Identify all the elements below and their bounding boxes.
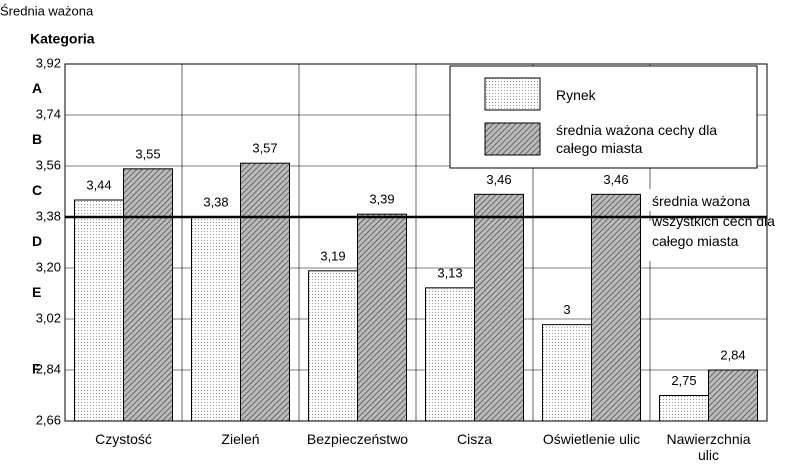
- data-label: 3,39: [369, 192, 394, 207]
- bar: [708, 369, 758, 422]
- data-label: 3,46: [486, 172, 511, 187]
- data-label: 3,44: [86, 177, 111, 192]
- annotation-bg: [648, 221, 766, 261]
- data-label: 2,84: [720, 347, 745, 362]
- data-label: 3,57: [252, 141, 277, 156]
- data-label: 2,75: [671, 373, 696, 388]
- bar: [308, 270, 358, 422]
- x-tick-label: Cisza: [456, 431, 492, 447]
- y-tick-label: 2,66: [36, 412, 61, 427]
- category-tick-label: E: [32, 284, 41, 300]
- x-tick-label: Czystość: [95, 431, 152, 447]
- data-label: 3,38: [203, 194, 228, 209]
- plot-frame: [64, 63, 768, 422]
- x-tick-label: Nawierzchnia ulic: [666, 431, 751, 463]
- x-tick-label: Bezpieczeństwo: [306, 431, 409, 447]
- category-axis-label: Kategoria: [30, 31, 95, 47]
- data-label: 3,46: [603, 172, 628, 187]
- bar: [357, 213, 407, 422]
- legend-swatch: [484, 122, 541, 156]
- y-tick-label: 3,56: [36, 157, 61, 172]
- y-tick-label: 3,20: [36, 259, 61, 274]
- data-label: 3,55: [135, 146, 160, 161]
- legend-label: Rynek: [556, 87, 596, 103]
- y-tick-label: 3,92: [36, 55, 61, 70]
- x-tick-label: Zieleń: [221, 431, 260, 447]
- reference-label: średnia ważona wszystkich cech dla całeg…: [652, 193, 775, 249]
- bar: [240, 162, 290, 422]
- legend-label: średnia ważona cechy dla całego miasta: [556, 122, 718, 156]
- category-tick-label: A: [32, 80, 42, 96]
- annotation-bg: [648, 189, 766, 211]
- data-label: 3,13: [437, 265, 462, 280]
- category-tick-label: D: [32, 233, 42, 249]
- y-tick-label: 3,74: [36, 106, 61, 121]
- y-axis-label: Średnia ważona: [0, 3, 94, 18]
- bar: [191, 216, 241, 422]
- y-tick-label: 2,84: [36, 361, 61, 376]
- bar: [123, 168, 173, 422]
- category-tick-label: B: [32, 131, 42, 147]
- category-tick-label: F: [32, 361, 41, 377]
- category-tick-label: C: [32, 182, 42, 198]
- bar: [474, 193, 524, 422]
- bar: [425, 287, 475, 422]
- bar: [659, 395, 709, 422]
- y-tick-label: 3,38: [36, 208, 61, 223]
- legend-swatch: [484, 77, 541, 111]
- bar: [542, 324, 592, 422]
- bar: [74, 199, 124, 422]
- data-label: 3: [563, 302, 570, 317]
- bar: [591, 193, 641, 422]
- data-label: 3,19: [320, 248, 345, 263]
- x-tick-label: Oświetlenie ulic: [542, 431, 641, 447]
- y-tick-label: 3,02: [36, 310, 61, 325]
